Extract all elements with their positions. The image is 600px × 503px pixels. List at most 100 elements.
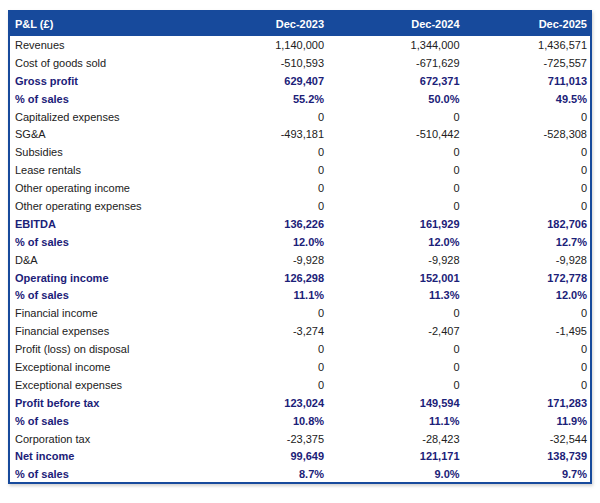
column-header-dec-2025: Dec-2025	[463, 11, 591, 36]
row-value-dec-2025: 0	[463, 376, 591, 394]
row-value-dec-2025: -1,495	[463, 322, 591, 340]
row-value-dec-2025: 49.5%	[463, 90, 591, 108]
table-row: Exceptional income 0 0 0	[9, 358, 591, 376]
table-row: % of sales 11.1% 11.3% 12.0%	[9, 286, 591, 304]
row-label: Other operating expenses	[9, 197, 197, 215]
column-header-dec-2024: Dec-2024	[327, 11, 462, 36]
row-value-dec-2023: -493,181	[197, 125, 327, 143]
row-value-dec-2024: 50.0%	[327, 90, 462, 108]
row-value-dec-2024: 0	[327, 197, 462, 215]
row-value-dec-2023: 123,024	[197, 394, 327, 412]
row-value-dec-2024: 0	[327, 304, 462, 322]
row-value-dec-2023: 55.2%	[197, 90, 327, 108]
row-value-dec-2023: 99,649	[197, 447, 327, 465]
row-label: Net income	[9, 447, 197, 465]
row-label: % of sales	[9, 233, 197, 251]
row-label: EBITDA	[9, 215, 197, 233]
row-value-dec-2023: 11.1%	[197, 286, 327, 304]
row-value-dec-2024: 0	[327, 358, 462, 376]
row-value-dec-2023: -9,928	[197, 251, 327, 269]
column-header-dec-2023: Dec-2023	[197, 11, 327, 36]
table-row: % of sales 10.8% 11.1% 11.9%	[9, 412, 591, 430]
row-value-dec-2024: 0	[327, 143, 462, 161]
row-value-dec-2024: -671,629	[327, 54, 462, 72]
row-label: Corporation tax	[9, 430, 197, 448]
table-title: P&L (£)	[9, 11, 197, 36]
row-label: Financial income	[9, 304, 197, 322]
row-label: Exceptional income	[9, 358, 197, 376]
row-label: Profit before tax	[9, 394, 197, 412]
row-value-dec-2023: 0	[197, 304, 327, 322]
table-row: Revenues 1,140,000 1,344,000 1,436,571	[9, 36, 591, 54]
row-value-dec-2023: 0	[197, 376, 327, 394]
row-value-dec-2023: -23,375	[197, 430, 327, 448]
row-value-dec-2025: 182,706	[463, 215, 591, 233]
table-row: Cost of goods sold -510,593 -671,629 -72…	[9, 54, 591, 72]
row-value-dec-2023: 0	[197, 143, 327, 161]
row-value-dec-2024: 672,371	[327, 72, 462, 90]
row-label: Financial expenses	[9, 322, 197, 340]
table-row: Capitalized expenses 0 0 0	[9, 108, 591, 126]
table-header-row: P&L (£) Dec-2023 Dec-2024 Dec-2025	[9, 11, 591, 36]
row-value-dec-2025: 0	[463, 179, 591, 197]
table-row: D&A -9,928 -9,928 -9,928	[9, 251, 591, 269]
row-value-dec-2023: 0	[197, 197, 327, 215]
table-row: Lease rentals 0 0 0	[9, 161, 591, 179]
row-value-dec-2025: 12.0%	[463, 286, 591, 304]
row-value-dec-2025: 172,778	[463, 269, 591, 287]
row-value-dec-2025: 138,739	[463, 447, 591, 465]
table-row: Exceptional expenses 0 0 0	[9, 376, 591, 394]
row-label: % of sales	[9, 412, 197, 430]
table-row: Subsidies 0 0 0	[9, 143, 591, 161]
table-row: Net income 99,649 121,171 138,739	[9, 447, 591, 465]
table-row: % of sales 12.0% 12.0% 12.7%	[9, 233, 591, 251]
row-value-dec-2025: 0	[463, 197, 591, 215]
table-row: Profit (loss) on disposal 0 0 0	[9, 340, 591, 358]
row-value-dec-2024: 0	[327, 179, 462, 197]
row-value-dec-2025: 11.9%	[463, 412, 591, 430]
table-row: SG&A -493,181 -510,442 -528,308	[9, 125, 591, 143]
row-value-dec-2023: 0	[197, 108, 327, 126]
row-value-dec-2024: -510,442	[327, 125, 462, 143]
row-value-dec-2024: 0	[327, 376, 462, 394]
row-label: % of sales	[9, 286, 197, 304]
row-value-dec-2024: -28,423	[327, 430, 462, 448]
row-value-dec-2024: 161,929	[327, 215, 462, 233]
row-label: Cost of goods sold	[9, 54, 197, 72]
row-label: % of sales	[9, 90, 197, 108]
row-label: SG&A	[9, 125, 197, 143]
row-label: Gross profit	[9, 72, 197, 90]
pnl-forecast-table-container: P&L (£) Dec-2023 Dec-2024 Dec-2025 Reven…	[8, 10, 592, 484]
row-label: Profit (loss) on disposal	[9, 340, 197, 358]
row-value-dec-2023: 629,407	[197, 72, 327, 90]
row-value-dec-2025: -32,544	[463, 430, 591, 448]
row-label: Lease rentals	[9, 161, 197, 179]
row-label: Exceptional expenses	[9, 376, 197, 394]
row-label: Capitalized expenses	[9, 108, 197, 126]
row-value-dec-2025: 171,283	[463, 394, 591, 412]
row-label: Other operating income	[9, 179, 197, 197]
row-value-dec-2023: 10.8%	[197, 412, 327, 430]
row-value-dec-2024: 0	[327, 161, 462, 179]
row-label: Revenues	[9, 36, 197, 54]
row-value-dec-2025: 12.7%	[463, 233, 591, 251]
row-value-dec-2024: 1,344,000	[327, 36, 462, 54]
row-value-dec-2025: 0	[463, 143, 591, 161]
row-value-dec-2024: 149,594	[327, 394, 462, 412]
row-value-dec-2025: 0	[463, 108, 591, 126]
table-row: % of sales 55.2% 50.0% 49.5%	[9, 90, 591, 108]
row-value-dec-2023: 12.0%	[197, 233, 327, 251]
row-value-dec-2024: -2,407	[327, 322, 462, 340]
row-value-dec-2023: 0	[197, 358, 327, 376]
row-value-dec-2023: 0	[197, 161, 327, 179]
row-value-dec-2023: 1,140,000	[197, 36, 327, 54]
row-value-dec-2023: -3,274	[197, 322, 327, 340]
table-body: Revenues 1,140,000 1,344,000 1,436,571 C…	[9, 36, 591, 483]
row-label: Subsidies	[9, 143, 197, 161]
table-row: Operating income 126,298 152,001 172,778	[9, 269, 591, 287]
row-value-dec-2025: 0	[463, 340, 591, 358]
row-value-dec-2024: 11.1%	[327, 412, 462, 430]
table-row: Financial expenses -3,274 -2,407 -1,495	[9, 322, 591, 340]
table-row: Financial income 0 0 0	[9, 304, 591, 322]
row-value-dec-2025: -9,928	[463, 251, 591, 269]
